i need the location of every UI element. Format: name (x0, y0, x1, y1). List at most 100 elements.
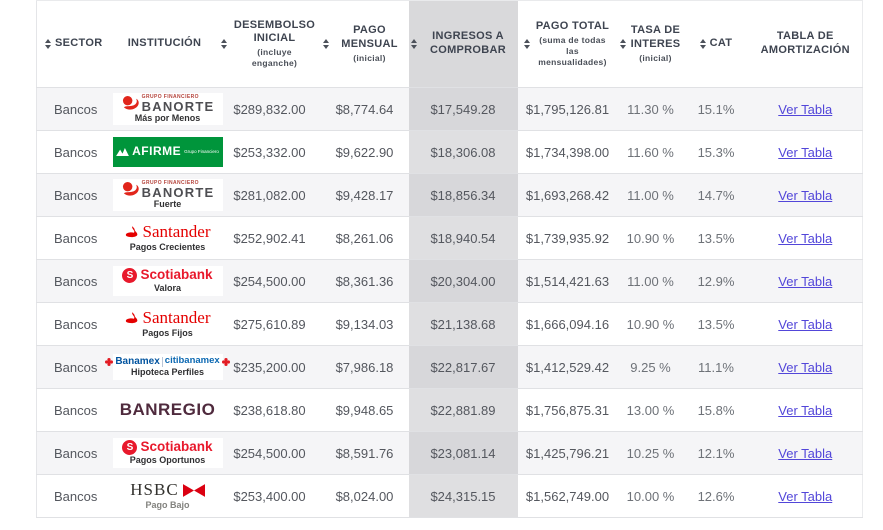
ingresos-cell: $18,306.08 (408, 130, 518, 174)
header-ingresos-a-comprobar[interactable]: INGRESOS A COMPROBAR (408, 0, 518, 88)
ver-tabla-link[interactable]: Ver Tabla (778, 445, 833, 461)
scotiabank-globe-icon: S (122, 268, 138, 284)
amortizacion-cell: Ver Tabla (748, 431, 863, 475)
banorte-mark-icon (122, 95, 139, 110)
pago-mensual-cell: $9,622.90 (320, 130, 409, 174)
ver-tabla-link[interactable]: Ver Tabla (778, 359, 833, 375)
logo-name: Banamex (115, 356, 160, 368)
pago-total-cell: $1,514,421.63 (517, 259, 618, 303)
pago-total-cell: $1,795,126.81 (517, 87, 618, 131)
comparison-table: SECTOR INSTITUCIÓN DESEMBOLSO INICIAL (i… (36, 0, 863, 518)
institution-cell: BANREGIO (110, 388, 223, 432)
sector-cell: Bancos (36, 302, 111, 346)
header-subtext: (inicial) (639, 52, 672, 63)
tasa-cell: 13.00 % (617, 388, 684, 432)
logo-name: Scotiabank (140, 267, 213, 283)
desembolso-cell: $253,400.00 (218, 474, 321, 518)
header-row: SECTOR INSTITUCIÓN DESEMBOLSO INICIAL (i… (37, 0, 863, 88)
ver-tabla-link[interactable]: Ver Tabla (778, 144, 833, 160)
product-name: Pagos Fijos (142, 327, 193, 338)
pago-mensual-cell: $7,986.18 (320, 345, 409, 389)
sort-arrows-icon[interactable] (45, 39, 52, 49)
ingresos-cell: $21,138.68 (408, 302, 518, 346)
table-row: Bancos Banamex citibanamex Hipoteca Perf… (36, 345, 863, 389)
header-sector[interactable]: SECTOR (37, 1, 111, 88)
header-label: SECTOR (55, 37, 103, 50)
logo-name: BANORTE (141, 184, 215, 200)
logo-name: BANREGIO (119, 399, 216, 419)
ingresos-cell: $22,817.67 (408, 345, 518, 389)
pago-total-cell: $1,693,268.42 (517, 173, 618, 217)
pago-mensual-cell: $8,024.00 (320, 474, 409, 518)
tasa-cell: 10.90 % (617, 302, 684, 346)
sort-arrows-icon[interactable] (410, 39, 417, 49)
institution-cell: GRUPO FINANCIERO BANORTE Más por Menos (110, 87, 223, 131)
banorte-logo: GRUPO FINANCIERO BANORTE Más por Menos (112, 92, 223, 126)
ver-tabla-link[interactable]: Ver Tabla (778, 402, 833, 418)
ver-tabla-link[interactable]: Ver Tabla (778, 187, 833, 203)
table-row: Bancos AFIRME Grupo Financiero $253,332.… (36, 130, 863, 174)
amortizacion-cell: Ver Tabla (748, 173, 863, 217)
sort-arrows-icon[interactable] (322, 38, 329, 49)
sector-cell: Bancos (36, 259, 111, 303)
ver-tabla-link[interactable]: Ver Tabla (778, 273, 833, 289)
ver-tabla-link[interactable]: Ver Tabla (778, 488, 833, 504)
ver-tabla-link[interactable]: Ver Tabla (778, 101, 833, 117)
header-desembolso-inicial[interactable]: DESEMBOLSO INICIAL (incluye enganche) (219, 1, 321, 88)
pago-mensual-cell: $9,428.17 (320, 173, 409, 217)
afirme-logo: AFIRME Grupo Financiero (112, 135, 223, 169)
ver-tabla-link[interactable]: Ver Tabla (778, 316, 833, 332)
table-row: Bancos GRUPO FINANCIERO BANORTE Más por … (36, 87, 863, 131)
logo-top-text: GRUPO FINANCIERO (141, 179, 199, 186)
cat-cell: 11.1% (683, 345, 749, 389)
header-pago-total[interactable]: PAGO TOTAL (suma de todas las mensualida… (518, 1, 618, 88)
santander-flame-icon (125, 312, 137, 324)
banorte-mark-icon (122, 181, 139, 196)
amortizacion-cell: Ver Tabla (748, 216, 863, 260)
product-name: Más por Menos (134, 112, 201, 123)
sort-arrows-icon[interactable] (523, 38, 530, 49)
amortizacion-cell: Ver Tabla (748, 474, 863, 518)
tasa-cell: 10.90 % (617, 216, 684, 260)
sort-arrows-icon[interactable] (619, 38, 626, 49)
header-tasa-de-interes[interactable]: TASA DE INTERES (inicial) (618, 1, 684, 88)
header-subtext: (suma de todas las mensualidades) (538, 34, 607, 67)
desembolso-cell: $281,082.00 (218, 173, 321, 217)
sector-cell: Bancos (36, 130, 111, 174)
institution-cell: AFIRME Grupo Financiero (110, 130, 223, 174)
sort-arrows-icon[interactable] (699, 39, 706, 49)
ingresos-cell: $20,304.00 (408, 259, 518, 303)
logo-name: AFIRME (132, 144, 182, 159)
cat-cell: 15.3% (683, 130, 749, 174)
logo-name: BANORTE (141, 98, 215, 114)
header-cat[interactable]: CAT (684, 1, 749, 88)
cat-cell: 15.1% (683, 87, 749, 131)
institution-cell: Santander Pagos Fijos (110, 302, 223, 346)
table-row: Bancos Santander Pagos Crecientes $252,9… (36, 216, 863, 260)
header-label: TABLA DE AMORTIZACIÓN (760, 30, 850, 56)
logo-name-2: citibanamex (164, 355, 220, 367)
product-name: Valora (153, 283, 182, 294)
amortizacion-cell: Ver Tabla (748, 130, 863, 174)
logo-name: HSBC (130, 480, 179, 500)
table-row: Bancos GRUPO FINANCIERO BANORTE Fuerte $… (36, 173, 863, 217)
ver-tabla-link[interactable]: Ver Tabla (778, 230, 833, 246)
cat-cell: 12.9% (683, 259, 749, 303)
table-row: Bancos S Scotiabank Valora $254,500.00 $… (36, 259, 863, 303)
header-pago-mensual[interactable]: PAGO MENSUAL (inicial) (321, 1, 409, 88)
amortizacion-cell: Ver Tabla (748, 87, 863, 131)
pago-mensual-cell: $9,134.03 (320, 302, 409, 346)
scotiabank-logo: S Scotiabank Pagos Oportunos (112, 438, 223, 468)
tasa-cell: 10.25 % (617, 431, 684, 475)
pago-mensual-cell: $8,361.36 (320, 259, 409, 303)
desembolso-cell: $254,500.00 (218, 431, 321, 475)
product-name: Pagos Oportunos (129, 455, 206, 466)
santander-logo: Santander Pagos Crecientes (112, 221, 223, 255)
header-subtext: (inicial) (353, 52, 386, 63)
hsbc-hexagon-icon (182, 484, 205, 497)
sector-cell: Bancos (36, 345, 111, 389)
desembolso-cell: $289,832.00 (218, 87, 321, 131)
pago-total-cell: $1,412,529.42 (517, 345, 618, 389)
sort-arrows-icon[interactable] (220, 39, 227, 49)
desembolso-cell: $252,902.41 (218, 216, 321, 260)
